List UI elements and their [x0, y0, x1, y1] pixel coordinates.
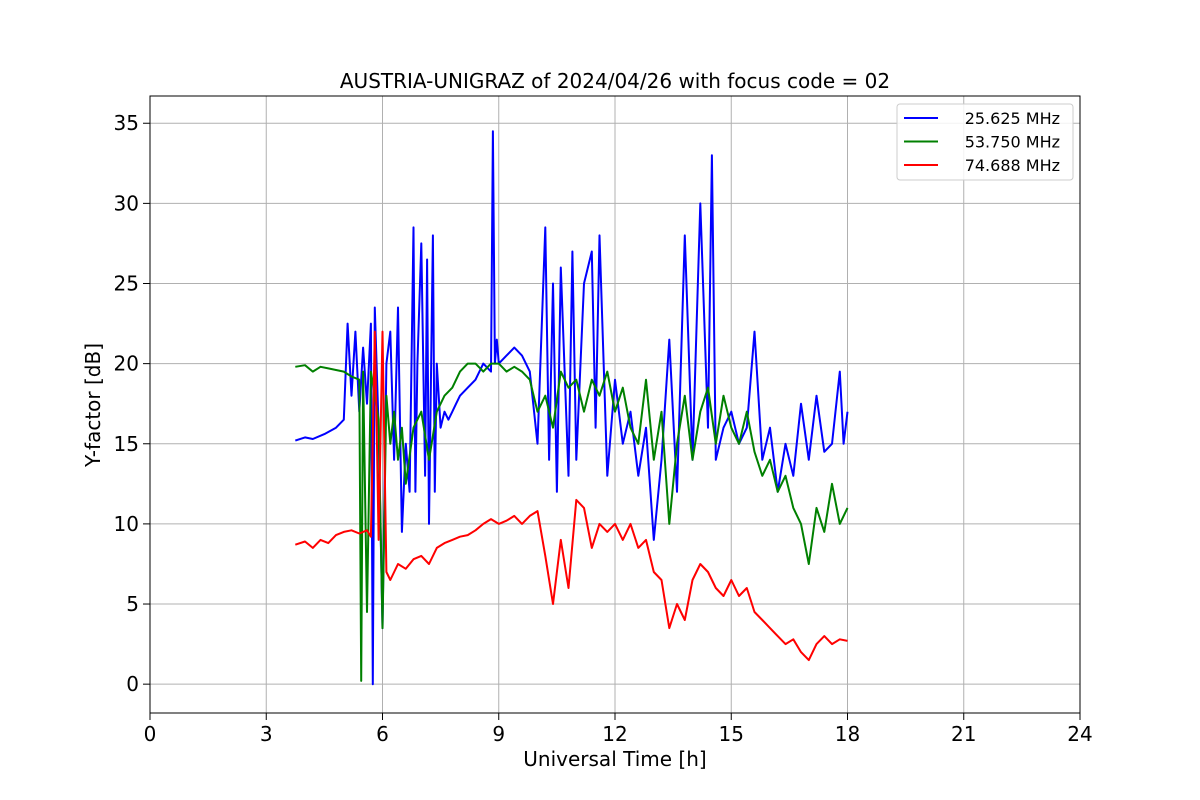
y-tick-label: 25	[114, 272, 139, 296]
x-axis-label: Universal Time [h]	[523, 747, 706, 771]
x-tick-label: 6	[376, 722, 389, 746]
legend-label-2: 74.688 MHz	[965, 156, 1060, 175]
legend-label-0: 25.625 MHz	[965, 109, 1060, 128]
legend-label-1: 53.750 MHz	[965, 133, 1060, 152]
series-layer	[294, 130, 849, 686]
x-tick-label: 24	[1067, 722, 1092, 746]
x-tick-label: 12	[602, 722, 627, 746]
x-tick-label: 15	[719, 722, 744, 746]
legend-box	[896, 103, 1074, 181]
x-tick-label: 18	[835, 722, 860, 746]
x-tick-label: 0	[144, 722, 157, 746]
y-tick-label: 15	[114, 432, 139, 456]
series-line-1	[295, 362, 849, 682]
y-axis-label: Y-factor [dB]	[81, 343, 105, 468]
x-tick-label: 21	[951, 722, 976, 746]
y-tick-label: 5	[126, 592, 139, 616]
legend: 25.625 MHz 53.750 MHz 74.688 MHz	[896, 103, 1074, 181]
x-axis: 0 3 6 9 12 15 18 21 24	[144, 713, 1093, 746]
y-tick-label: 0	[126, 672, 139, 696]
chart-title: AUSTRIA-UNIGRAZ of 2024/04/26 with focus…	[340, 69, 890, 93]
y-tick-label: 10	[114, 512, 139, 536]
y-tick-label: 30	[114, 191, 139, 215]
x-tick-label: 3	[260, 722, 273, 746]
y-tick-label: 20	[114, 352, 139, 376]
series-line-2	[294, 330, 848, 662]
y-tick-label: 35	[114, 111, 139, 135]
y-axis: 0 5 10 15 20 25 30 35	[114, 111, 150, 696]
x-tick-label: 9	[492, 722, 505, 746]
